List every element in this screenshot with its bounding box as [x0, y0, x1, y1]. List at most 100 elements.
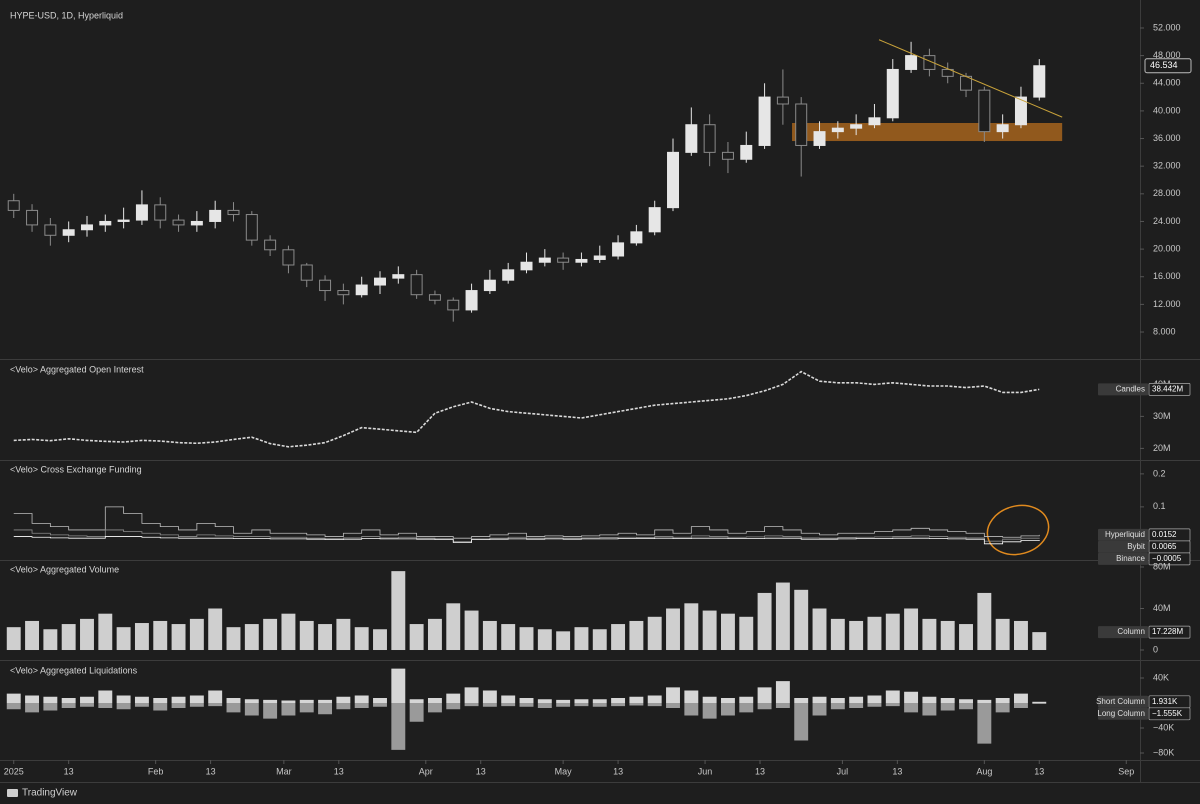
- x-tick-label: Feb: [148, 766, 164, 776]
- bar: [556, 631, 571, 651]
- pane-title: <Velo> Aggregated Open Interest: [10, 364, 144, 374]
- funding-line: [13, 506, 1040, 539]
- pane: <Velo> Cross Exchange Funding 0.1 0.2 Hyper…: [10, 464, 1191, 566]
- bar: [1014, 620, 1028, 651]
- bar: [244, 703, 259, 716]
- y-tick-label: 44.000: [1153, 78, 1181, 88]
- bar: [427, 618, 442, 651]
- x-tick-label: 13: [892, 766, 902, 776]
- legend-tag: Binance −0.0005: [1098, 552, 1191, 566]
- bar: [391, 668, 406, 703]
- bar: [318, 624, 333, 651]
- legend-tag-name-box: [1098, 528, 1148, 541]
- bar: [134, 623, 149, 651]
- price-label: 46.534: [1150, 60, 1178, 70]
- legend-tag: Short Column 1.931K: [1096, 695, 1191, 709]
- candle-body: [795, 103, 808, 146]
- bar: [885, 613, 900, 651]
- bar: [684, 603, 699, 651]
- candle-body: [776, 96, 789, 105]
- bar: [98, 690, 113, 703]
- bar: [647, 695, 662, 703]
- bar: [922, 618, 937, 651]
- bar: [611, 703, 626, 707]
- bar: [775, 703, 790, 708]
- bar: [61, 624, 76, 651]
- y-tick-label: −40K: [1153, 722, 1174, 732]
- x-tick-label: Sep: [1118, 766, 1134, 776]
- bar: [812, 696, 827, 703]
- y-tick-label: 28.000: [1153, 188, 1181, 198]
- bar: [318, 699, 333, 703]
- bar: [43, 703, 58, 711]
- bar: [446, 603, 461, 651]
- legend-tag-value-box: [1148, 707, 1191, 721]
- legend-name: Hyperliquid: [1105, 530, 1145, 539]
- legend-name: Bybit: [1127, 542, 1146, 551]
- bar: [116, 703, 131, 710]
- bar: [6, 627, 21, 651]
- candle-body: [685, 124, 698, 153]
- candle-body: [721, 151, 734, 160]
- bar: [281, 613, 296, 651]
- bar: [501, 624, 516, 651]
- y-tick-label: 20M: [1153, 443, 1171, 453]
- candle-body: [593, 255, 606, 260]
- candle-body: [135, 204, 148, 221]
- bar: [739, 696, 754, 703]
- legend-tag: Column 17.228M: [1098, 625, 1191, 639]
- bar: [281, 703, 296, 716]
- bar: [446, 703, 461, 710]
- legend-tag-value-box: [1148, 383, 1191, 396]
- legend-value: 38.442M: [1152, 384, 1183, 393]
- bar: [537, 703, 552, 708]
- pane: <Velo> Aggregated Open Interest20M30M40M…: [10, 364, 1191, 453]
- bar: [134, 703, 149, 707]
- legend-name: Long Column: [1097, 709, 1145, 718]
- bar: [43, 629, 58, 651]
- bar: [849, 696, 864, 703]
- candle-body: [868, 117, 881, 126]
- x-tick-label: Jul: [837, 766, 849, 776]
- bar: [153, 703, 168, 711]
- y-tick-label: 0.1: [1153, 501, 1166, 511]
- candle-body: [99, 220, 112, 226]
- bar: [482, 690, 497, 703]
- candle-body: [758, 96, 771, 146]
- candle-body: [612, 242, 625, 257]
- bar: [519, 627, 534, 651]
- tradingview-logo: [7, 789, 18, 797]
- bar: [391, 571, 406, 651]
- bar: [537, 629, 552, 651]
- bar: [354, 627, 369, 651]
- bar: [43, 696, 58, 703]
- bar: [702, 696, 717, 703]
- bar: [171, 624, 186, 651]
- candle-body: [483, 279, 496, 292]
- candle-body: [62, 229, 75, 236]
- bar: [647, 703, 662, 707]
- price-label-box: [1144, 58, 1192, 74]
- legend-name: Binance: [1116, 554, 1145, 563]
- bar: [720, 613, 735, 651]
- bar: [720, 698, 735, 703]
- legend-value: 1.931K: [1152, 697, 1178, 706]
- bar: [757, 687, 772, 703]
- y-tick-label: 32.000: [1153, 161, 1181, 171]
- candle-body: [557, 257, 570, 263]
- bar: [611, 698, 626, 703]
- candle-body: [520, 261, 533, 271]
- candle-body: [813, 131, 826, 146]
- bar: [427, 703, 442, 713]
- legend-value: 17.228M: [1152, 627, 1183, 636]
- series-line: [13, 370, 1040, 448]
- bar: [849, 703, 864, 708]
- pane: <Velo> Aggregated Volume 0 40M 80M Column 17.…: [6, 561, 1191, 654]
- candle-body: [337, 290, 350, 296]
- bar: [446, 693, 461, 703]
- footer-brand: TradingView: [22, 788, 78, 799]
- candle-body: [1014, 96, 1027, 126]
- bar: [1014, 693, 1028, 703]
- bar: [409, 703, 424, 722]
